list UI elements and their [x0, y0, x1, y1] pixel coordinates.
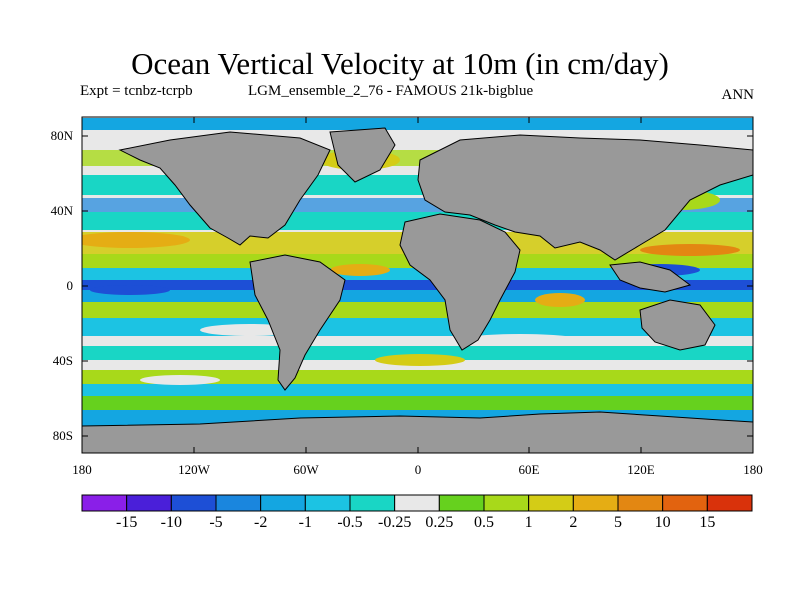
run-label: LGM_ensemble_2_76 - FAMOUS 21k-bigblue — [248, 83, 534, 99]
colorbar-label: -10 — [160, 514, 182, 531]
lon-tick-label: 180 — [743, 462, 763, 477]
land-masses — [82, 127, 753, 453]
colorbar-swatch — [304, 494, 351, 512]
colorbar-swatch — [394, 494, 440, 512]
north-america — [118, 131, 331, 246]
colorbar-swatch — [349, 494, 396, 512]
lon-tick-label: 60W — [293, 462, 319, 477]
colorbar-label: 5 — [614, 514, 622, 531]
eurasia — [417, 134, 753, 261]
colorbar-swatch — [662, 494, 708, 512]
colorbar-label: 0.25 — [425, 514, 454, 531]
lat-tick-label: 40N — [50, 203, 73, 218]
lon-tick-label: 120E — [627, 462, 655, 477]
colorbar-swatch — [126, 494, 172, 512]
colorbar-swatch — [706, 494, 753, 512]
colorbar-swatch — [438, 494, 485, 512]
colorbar-swatch — [572, 494, 619, 512]
colorbar — [81, 494, 753, 512]
lon-tick-label: 60E — [518, 462, 540, 477]
antarctica — [82, 411, 753, 453]
colorbar-label: 10 — [654, 514, 671, 531]
australia — [639, 299, 716, 351]
lat-tick-label: 80N — [50, 128, 73, 143]
map-title: Ocean Vertical Velocity at 10m (in cm/da… — [131, 46, 669, 81]
colorbar-swatch — [215, 494, 262, 512]
colorbar-swatch — [170, 494, 217, 512]
colorbar-label: -0.5 — [337, 514, 363, 531]
africa — [399, 213, 521, 351]
lat-tick-label: 0 — [66, 278, 74, 293]
experiment-label: Expt = tcnbz-tcrpb — [80, 83, 193, 99]
se-asia — [609, 261, 692, 293]
lat-tick-label: 80S — [52, 428, 73, 443]
colorbar-label: 0.5 — [474, 514, 494, 531]
colorbar-swatch — [483, 494, 530, 512]
colorbar-swatch — [81, 494, 128, 512]
season-label: ANN — [721, 87, 755, 103]
colorbar-swatch — [528, 494, 574, 512]
tick-marks — [82, 117, 753, 453]
colorbar-swatch — [617, 494, 664, 512]
lon-tick-label: 0 — [414, 462, 422, 477]
colorbar-label: 2 — [569, 514, 578, 531]
lon-tick-label: 120W — [178, 462, 210, 477]
colorbar-label: -0.25 — [377, 514, 412, 531]
colorbar-label: 15 — [699, 514, 716, 531]
colorbar-swatch — [260, 494, 306, 512]
colorbar-label: -1 — [298, 514, 312, 531]
greenland — [329, 127, 396, 183]
colorbar-label: -15 — [115, 514, 138, 531]
south-america — [249, 254, 346, 391]
colorbar-label: -5 — [209, 514, 223, 531]
lon-tick-label: 180 — [72, 462, 92, 477]
colorbar-label: 1 — [524, 514, 533, 531]
lat-tick-label: 40S — [52, 353, 73, 368]
colorbar-label: -2 — [253, 514, 268, 531]
